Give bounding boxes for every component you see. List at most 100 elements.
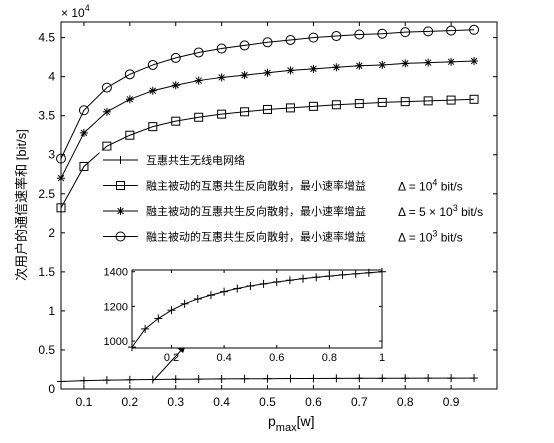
x-tick-label: 0.1 xyxy=(76,395,93,409)
x-tick-label: 0.6 xyxy=(305,395,322,409)
series-2-point xyxy=(354,99,364,109)
y-tick-label: 2 xyxy=(48,226,55,240)
inset-series-point xyxy=(167,306,176,315)
inset-y-tick-label: 1400 xyxy=(104,267,128,279)
series-2-point xyxy=(194,112,204,122)
y-tick-label: 4.5 xyxy=(38,31,55,45)
series-2-point xyxy=(423,96,433,106)
series-3-point xyxy=(332,63,341,72)
inset-x-tick-label: 0.8 xyxy=(322,352,337,364)
inset-series-point xyxy=(285,276,294,285)
series-2-point xyxy=(125,130,135,140)
series-3-point xyxy=(194,76,203,85)
series-3-point xyxy=(378,60,387,69)
series-3-point xyxy=(447,57,456,66)
series-1-point xyxy=(171,375,180,384)
series-2-point xyxy=(240,107,250,117)
x-tick-label: 0.8 xyxy=(397,395,414,409)
inset-x-tick-label: 0.4 xyxy=(216,352,231,364)
inset-y-tick-label: 1200 xyxy=(104,301,128,313)
inset-x-tick-label: 0.6 xyxy=(269,352,284,364)
series-2-point xyxy=(285,103,295,113)
inset-y-tick-label: 1000 xyxy=(104,336,128,348)
series-2-point xyxy=(102,141,112,151)
legend-delta: Δ = 104 bit/s xyxy=(398,178,463,194)
series-1-point xyxy=(332,374,341,383)
series-1-point xyxy=(194,375,203,384)
series-3-point xyxy=(102,107,111,116)
series-1-point xyxy=(286,374,295,383)
legend-label: 融主被动的互惠共生反向散射，最小速率增益 xyxy=(146,204,366,218)
y-tick-label: 3 xyxy=(48,148,55,162)
series-1-point xyxy=(125,375,134,384)
inset-series-point xyxy=(299,274,308,283)
series-4-point xyxy=(400,27,411,38)
series-line-4 xyxy=(60,29,475,159)
y-tick-label: 0.5 xyxy=(38,343,55,357)
series-3-point xyxy=(309,64,318,73)
series-1-point xyxy=(217,374,226,383)
series-1-point xyxy=(263,374,272,383)
inset-plot-area xyxy=(131,269,383,349)
series-1-point xyxy=(79,376,88,385)
series-2-point xyxy=(56,203,66,213)
inset-series-point xyxy=(128,343,136,352)
series-4-point xyxy=(354,29,365,40)
legend-delta: Δ = 5 × 103 bit/s xyxy=(398,203,483,219)
inset-series-point xyxy=(338,270,347,279)
inset-series-point xyxy=(220,287,229,296)
main-series xyxy=(56,24,480,386)
legend-marker xyxy=(116,156,125,164)
x-tick-label: 0.9 xyxy=(443,395,460,409)
inset-series-point xyxy=(180,299,189,308)
legend-delta: Δ = 103 bit/s xyxy=(398,229,463,245)
legend-entry-1: 互惠共生无线电网络 xyxy=(103,153,245,167)
series-1-point xyxy=(447,374,456,383)
y-tick-label: 1.5 xyxy=(38,265,55,279)
legend-label: 互惠共生无线电网络 xyxy=(146,153,245,167)
inset-series-point xyxy=(272,277,281,286)
series-1-point xyxy=(148,375,157,384)
series-1-point xyxy=(102,376,111,385)
main-ticks: 0.1 0.2 0.3 0.4 0.5 0.6 0.7 0.8 0.9 0 0.5 1 1.5 2 2.5 3… xyxy=(38,22,497,409)
series-2-point xyxy=(263,104,273,114)
series-2-point xyxy=(217,109,227,119)
y-tick-label: 1 xyxy=(48,304,55,318)
series-4-point xyxy=(285,34,296,45)
y-axis-label: 次用户的通信速率和 [bit/s] xyxy=(14,129,29,281)
series-2-point xyxy=(400,97,410,107)
x-tick-label: 0.4 xyxy=(213,395,230,409)
series-2-point xyxy=(308,101,318,111)
x-tick-label: 0.5 xyxy=(259,395,276,409)
series-2-point xyxy=(446,95,456,105)
series-3-point xyxy=(401,59,410,68)
series-2-point xyxy=(331,100,341,110)
series-4-point xyxy=(469,24,480,35)
legend-label: 融主被动的互惠共生反向散射，最小速率增益 xyxy=(146,230,366,244)
series-2-point xyxy=(469,94,479,104)
series-2-point xyxy=(171,116,181,126)
series-4-point xyxy=(308,32,319,43)
inset-series-point xyxy=(154,314,163,323)
x-tick-label: 0.2 xyxy=(121,395,138,409)
inset-series-point xyxy=(312,273,321,282)
y-tick-label: 3.5 xyxy=(38,109,55,123)
series-4-point xyxy=(193,47,204,58)
legend-label: 融主被动的互惠共生反向散射，最小速率增益 xyxy=(146,179,366,193)
inset-x-tick-label: 0.2 xyxy=(164,352,179,364)
inset-series-point xyxy=(351,269,360,278)
series-4-point xyxy=(170,52,181,63)
series-1-point xyxy=(309,374,318,383)
series-4-point xyxy=(124,69,135,80)
inset-chart: 0.2 0.4 0.6 0.8 1 1000 1200 1400 xyxy=(104,267,386,382)
series-3-point xyxy=(286,66,295,75)
series-3-point xyxy=(125,95,134,104)
series-1-point xyxy=(355,374,364,383)
series-4-point xyxy=(216,43,227,54)
x-tick-label: 0.7 xyxy=(351,395,368,409)
inset-series-point xyxy=(233,284,242,293)
series-4-point xyxy=(239,40,250,51)
series-3-point xyxy=(79,128,88,137)
